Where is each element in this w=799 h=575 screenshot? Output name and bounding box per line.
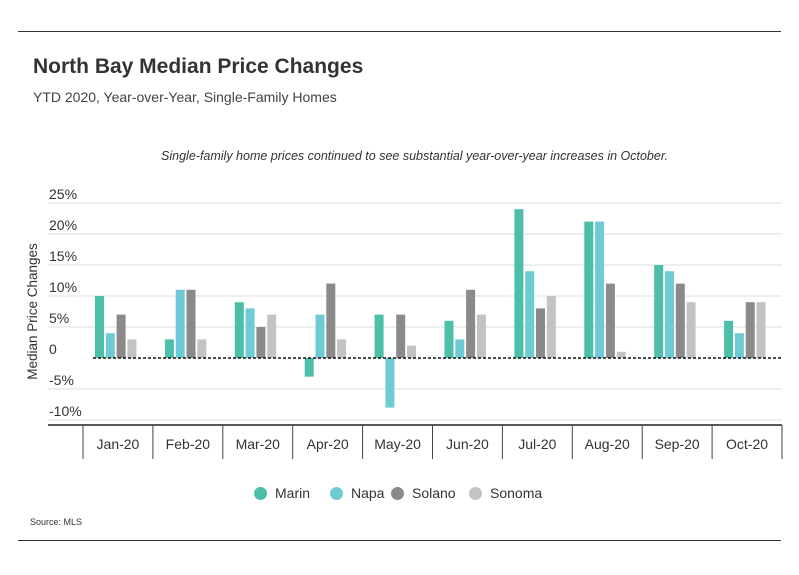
chart-legend: Marin Napa Solano Sonoma bbox=[0, 485, 799, 505]
bar-solano bbox=[116, 314, 126, 358]
bar-napa bbox=[665, 271, 674, 358]
chart-annotation: Single-family home prices continued to s… bbox=[161, 149, 668, 163]
bar-sonoma bbox=[616, 351, 626, 358]
bar-sonoma bbox=[407, 345, 416, 358]
chart-subtitle: YTD 2020, Year-over-Year, Single-Family … bbox=[33, 89, 337, 105]
bar-marin bbox=[584, 221, 594, 358]
x-tick-label: Apr-20 bbox=[307, 436, 349, 452]
chart-title: North Bay Median Price Changes bbox=[33, 55, 364, 78]
legend-swatch bbox=[254, 486, 267, 500]
y-tick-label: 25% bbox=[49, 186, 77, 202]
x-tick-label: Feb-20 bbox=[166, 436, 211, 452]
bar-napa bbox=[734, 333, 744, 358]
bar-sonoma bbox=[127, 339, 137, 358]
bar-napa bbox=[105, 333, 115, 358]
bar-solano bbox=[466, 289, 476, 358]
bar-marin bbox=[95, 296, 104, 358]
bar-sonoma bbox=[476, 314, 486, 358]
legend-label: Napa bbox=[351, 485, 385, 501]
x-tick-label: Jan-20 bbox=[97, 436, 140, 452]
legend-item-marin: Marin bbox=[254, 485, 310, 501]
y-tick-label: 5% bbox=[49, 310, 69, 326]
bar-marin bbox=[514, 209, 524, 358]
bar-solano bbox=[326, 283, 336, 358]
bar-solano bbox=[675, 283, 685, 358]
bar-napa bbox=[595, 221, 605, 358]
bar-napa bbox=[385, 358, 395, 408]
x-tick-label: Sep-20 bbox=[655, 436, 700, 452]
legend-swatch bbox=[469, 486, 482, 500]
x-tick-label: Jun-20 bbox=[446, 436, 489, 452]
bar-sonoma bbox=[686, 302, 696, 358]
x-tick-label: Mar-20 bbox=[236, 436, 281, 452]
y-tick-label: 10% bbox=[49, 279, 77, 295]
bar-marin bbox=[304, 358, 314, 377]
bar-solano bbox=[605, 283, 615, 358]
y-tick-label: -5% bbox=[49, 372, 74, 388]
bar-napa bbox=[455, 339, 465, 358]
bar-solano bbox=[396, 314, 406, 358]
bar-marin bbox=[234, 302, 244, 358]
x-tick-label: Jul-20 bbox=[518, 436, 556, 452]
bar-napa bbox=[175, 289, 185, 358]
bar-marin bbox=[724, 320, 734, 358]
y-tick-label: -10% bbox=[49, 403, 82, 419]
legend-label: Marin bbox=[275, 485, 311, 501]
legend-swatch bbox=[330, 486, 343, 500]
legend-item-napa: Napa bbox=[330, 485, 384, 501]
bar-napa bbox=[525, 271, 535, 358]
bottom-rule bbox=[18, 540, 781, 541]
bar-solano bbox=[536, 308, 545, 358]
legend-item-sonoma: Sonoma bbox=[469, 485, 542, 501]
source-note: Source: MLS bbox=[30, 517, 83, 527]
bar-marin bbox=[444, 320, 454, 358]
y-tick-label: 20% bbox=[49, 217, 77, 233]
y-tick-label: 15% bbox=[49, 248, 77, 264]
bar-sonoma bbox=[756, 302, 766, 358]
legend-label: Sonoma bbox=[490, 485, 543, 501]
bar-marin bbox=[374, 314, 384, 358]
bar-marin bbox=[164, 339, 174, 358]
top-rule bbox=[18, 31, 781, 32]
bar-solano bbox=[256, 327, 266, 358]
x-tick-label: May-20 bbox=[374, 436, 421, 452]
legend-label: Solano bbox=[412, 485, 456, 501]
bar-sonoma bbox=[337, 339, 347, 358]
bar-napa bbox=[245, 308, 255, 358]
x-tick-label: Oct-20 bbox=[726, 436, 768, 452]
bar-sonoma bbox=[197, 339, 207, 358]
bar-marin bbox=[654, 265, 664, 358]
bar-napa bbox=[315, 314, 325, 358]
bar-sonoma bbox=[267, 314, 277, 358]
legend-swatch bbox=[391, 486, 404, 500]
x-tick-label: Aug-20 bbox=[585, 436, 630, 452]
y-axis-label: Median Price Changes bbox=[25, 243, 40, 380]
bar-sonoma bbox=[546, 296, 556, 358]
legend-item-solano: Solano bbox=[391, 485, 456, 501]
bar-solano bbox=[186, 289, 196, 358]
bar-solano bbox=[745, 302, 755, 358]
y-tick-label: 0 bbox=[49, 341, 57, 357]
